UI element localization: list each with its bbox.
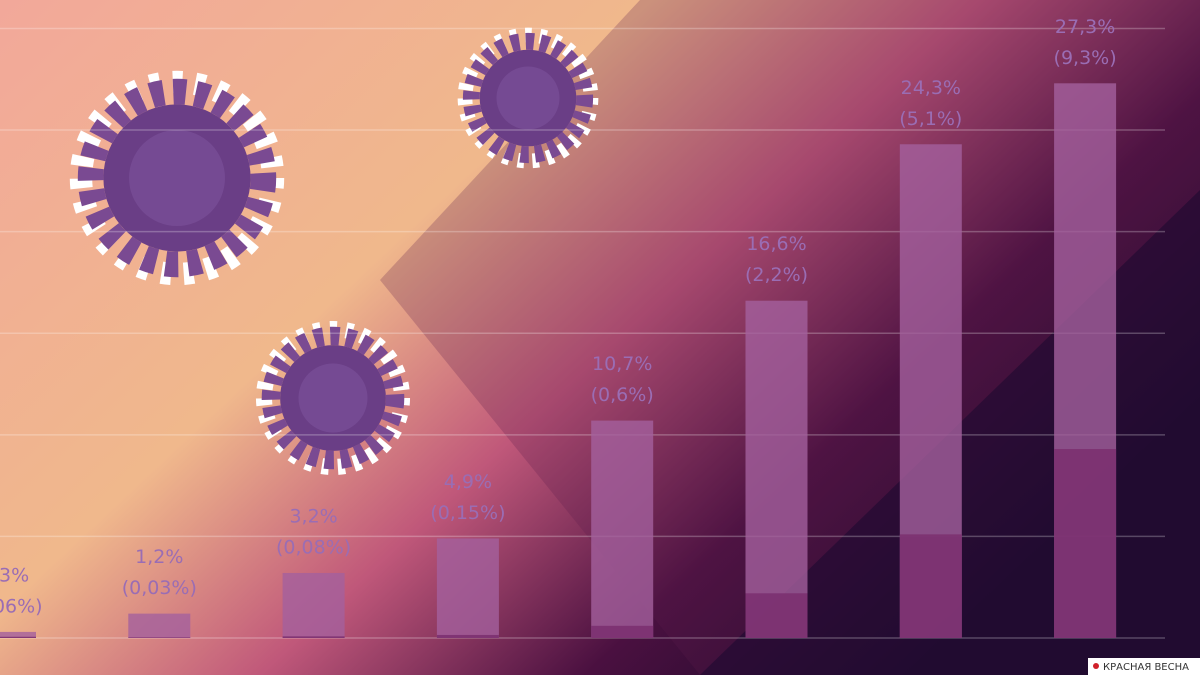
value-label: 10,7% (592, 353, 652, 375)
value-label: 27,3% (1055, 16, 1115, 38)
value-label: 4,9% (444, 471, 492, 493)
bar (436, 538, 499, 638)
watermark: КРАСНАЯ ВЕСНА (1103, 662, 1189, 673)
bar (591, 625, 654, 638)
virus-image (81, 82, 273, 274)
value-label: (0,15%) (430, 502, 505, 524)
value-label: 0,3% (0, 564, 29, 586)
watermark-box (1088, 658, 1200, 675)
value-label: 16,6% (746, 233, 806, 255)
bar (128, 637, 191, 638)
bar (745, 593, 808, 638)
bar (745, 300, 808, 638)
value-label: (0,08%) (276, 536, 351, 558)
bar (899, 534, 962, 638)
value-label: 3,2% (289, 505, 337, 527)
bar (436, 634, 499, 638)
value-label: (0,6%) (591, 384, 654, 406)
value-label: (5,1%) (899, 108, 962, 130)
value-label: 1,2% (135, 546, 183, 568)
plot-area: 0,3% (0,06%) 1,2% (0,03%) 3,2% (0,08%) 4,9% (0,… (0, 16, 1165, 639)
watermark-dot (1093, 663, 1099, 669)
bar (1054, 449, 1117, 638)
bar (282, 572, 345, 638)
bar (282, 636, 345, 638)
bar (0, 636, 36, 638)
bar (591, 420, 654, 638)
value-label: (2,2%) (745, 264, 808, 286)
value-label: (0,06%) (0, 595, 43, 617)
value-label: (0,03%) (122, 577, 197, 599)
virus-image (465, 35, 591, 161)
bar (128, 613, 191, 638)
virus-image (264, 329, 402, 467)
value-label: 24,3% (901, 77, 961, 99)
value-label: (9,3%) (1054, 47, 1117, 69)
bar (0, 631, 36, 638)
